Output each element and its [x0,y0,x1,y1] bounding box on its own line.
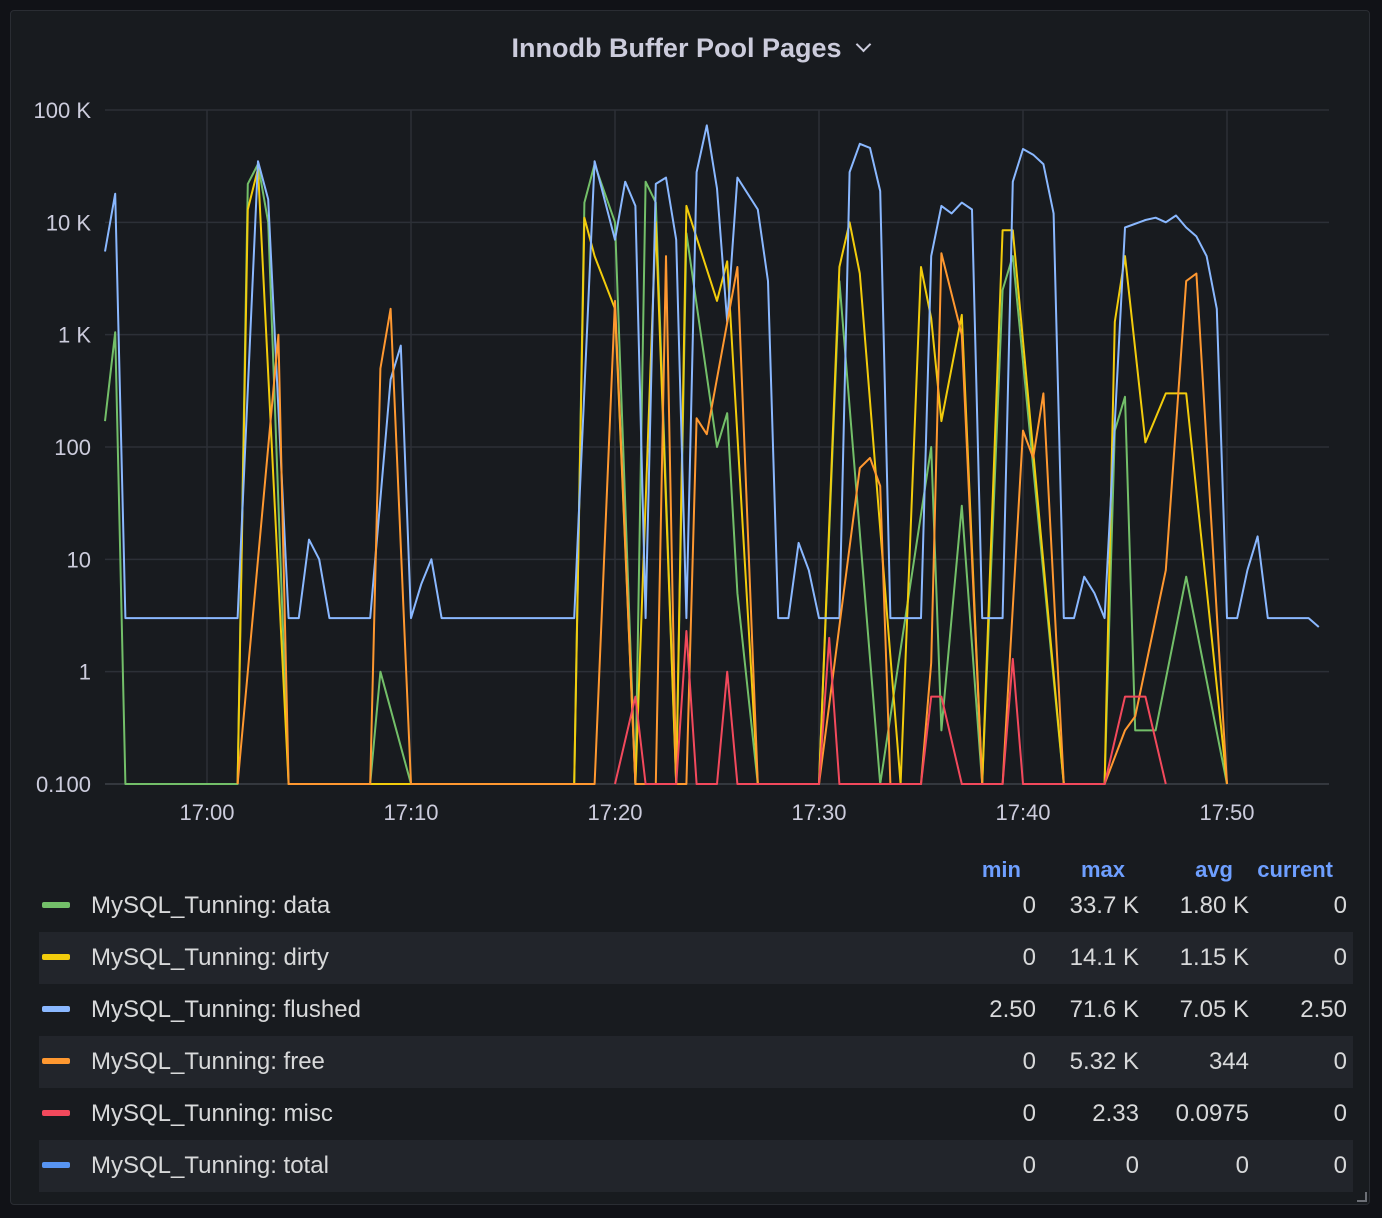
y-tick-label: 100 K [34,98,92,123]
legend-series-name[interactable]: MySQL_Tunning: dirty [91,944,329,971]
legend-value-current: 0 [1333,892,1347,919]
y-tick-label: 100 [54,435,91,460]
legend-series-name[interactable]: MySQL_Tunning: misc [91,1100,333,1127]
legend-value-min: 0 [1022,892,1036,919]
legend-value-current: 2.50 [1300,996,1347,1023]
legend-series-name[interactable]: MySQL_Tunning: free [91,1048,325,1075]
y-tick-label: 0.100 [36,772,91,797]
legend-swatch[interactable] [42,1110,70,1116]
y-tick-label: 10 [67,547,91,572]
legend-row[interactable]: MySQL_Tunning: flushed 2.50 71.6 K 7.05 K 2.… [39,984,1353,1036]
legend-swatch[interactable] [42,1006,70,1012]
legend-value-current: 0 [1333,1048,1347,1075]
legend-value-min: 2.50 [989,996,1036,1023]
series-line-4[interactable] [614,630,1167,785]
legend-value-avg: 7.05 K [1179,996,1249,1023]
legend-header-avg[interactable]: avg [1195,857,1233,882]
legend-swatch[interactable] [42,1058,70,1064]
legend-value-current: 0 [1333,1100,1347,1127]
y-tick-label: 10 K [46,210,92,235]
legend-row[interactable]: MySQL_Tunning: misc 0 2.33 0.0975 0 [39,1088,1353,1140]
legend-value-min: 0 [1022,1048,1036,1075]
legend-value-max: 5.32 K [1069,1048,1139,1075]
legend-series-name[interactable]: MySQL_Tunning: total [91,1152,329,1179]
legend-value-avg: 0 [1235,1152,1249,1179]
legend-value-min: 0 [1022,944,1036,971]
legend-swatch[interactable] [42,902,70,908]
legend-value-max: 0 [1125,1152,1139,1179]
legend-swatch[interactable] [42,1162,70,1168]
legend-value-max: 33.7 K [1069,892,1139,919]
series-line-2[interactable] [104,124,1320,628]
legend-value-avg: 1.80 K [1179,892,1249,919]
resize-handle[interactable] [1357,1192,1367,1202]
legend-header-max[interactable]: max [1080,857,1125,882]
legend-value-min: 0 [1022,1152,1036,1179]
legend-value-avg: 1.15 K [1179,944,1249,971]
legend-row[interactable]: MySQL_Tunning: total 0 0 0 0 [39,1140,1353,1192]
legend-value-avg: 0.0975 [1175,1100,1249,1127]
x-tick-label: 17:30 [791,800,846,825]
legend-value-max: 2.33 [1092,1100,1139,1127]
legend-series-name[interactable]: MySQL_Tunning: data [91,892,331,919]
x-tick-label: 17:20 [587,800,642,825]
legend-value-min: 0 [1022,1100,1036,1127]
legend-value-current: 0 [1333,944,1347,971]
legend-header-min[interactable]: min [981,857,1021,882]
legend-value-max: 71.6 K [1069,996,1139,1023]
y-tick-label: 1 [79,660,91,685]
line-chart: 100 K 10 K 1 K 100 10 1 0.100 17:00 17:10 17:20 17… [34,98,1329,825]
panel-title[interactable]: Innodb Buffer Pool Pages [511,33,842,63]
x-tick-label: 17:00 [179,800,234,825]
legend-series-name[interactable]: MySQL_Tunning: flushed [91,996,361,1023]
x-tick-label: 17:10 [383,800,438,825]
panel-header[interactable]: Innodb Buffer Pool Pages [11,33,1369,69]
x-tick-label: 17:50 [1199,800,1254,825]
legend-value-current: 0 [1333,1152,1347,1179]
legend-row[interactable]: MySQL_Tunning: free 0 5.32 K 344 0 [39,1036,1353,1088]
legend-swatch[interactable] [42,954,70,960]
legend-value-max: 14.1 K [1069,944,1139,971]
legend-header-current[interactable]: current [1257,857,1333,882]
legend-value-avg: 344 [1208,1048,1249,1075]
y-tick-label: 1 K [58,323,91,348]
legend-row[interactable]: MySQL_Tunning: dirty 0 14.1 K 1.15 K 0 [39,932,1353,984]
x-tick-label: 17:40 [995,800,1050,825]
legend-row[interactable]: MySQL_Tunning: data 0 33.7 K 1.80 K 0 [39,880,1353,932]
